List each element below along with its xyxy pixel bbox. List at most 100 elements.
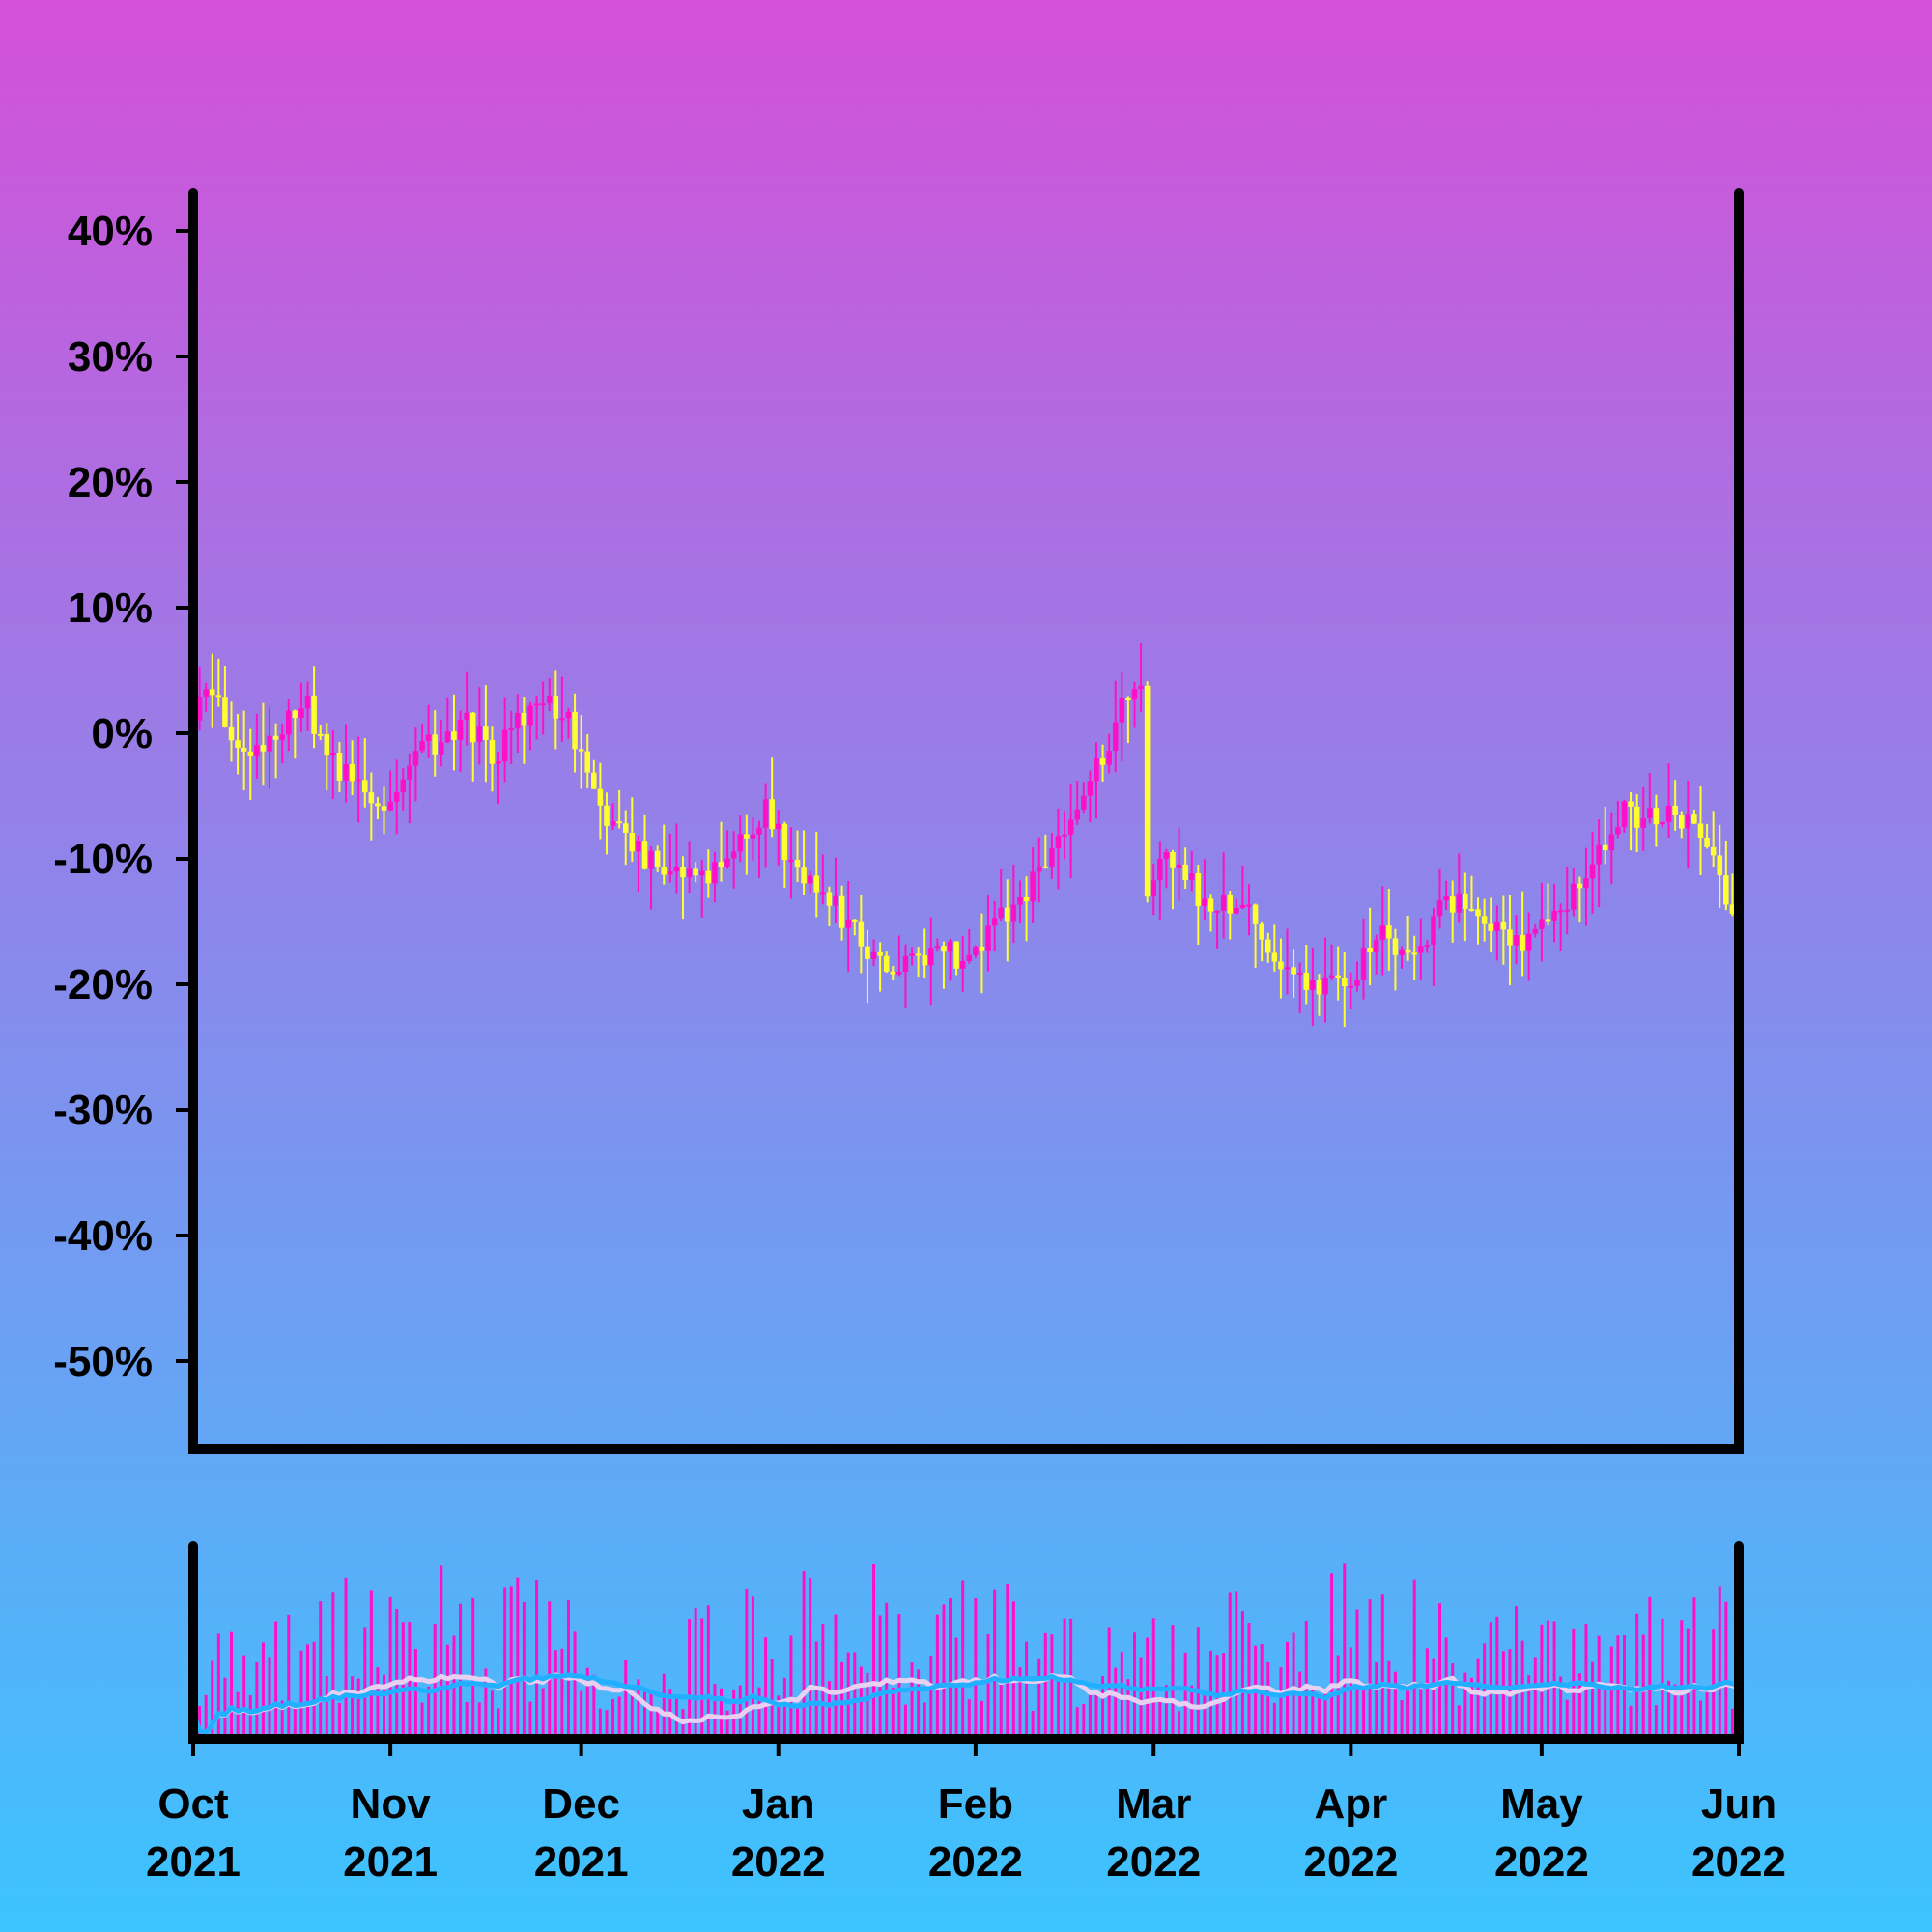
volume-bar <box>1476 1658 1480 1739</box>
candle-body <box>788 859 794 862</box>
volume-bar <box>223 1677 227 1739</box>
volume-bar <box>293 1705 297 1739</box>
candle-body <box>807 875 813 884</box>
volume-bar <box>573 1631 577 1739</box>
candle-body <box>260 745 267 752</box>
candle-body <box>1144 685 1151 897</box>
volume-bar <box>993 1589 997 1739</box>
candle-body <box>355 780 361 782</box>
candle-body <box>1449 896 1456 913</box>
volume-bar <box>420 1702 424 1739</box>
candle-body <box>845 919 851 928</box>
candle-body <box>1615 827 1621 835</box>
candle-body <box>1418 946 1424 953</box>
x-tick-month: Oct <box>157 1780 229 1828</box>
volume-bar <box>782 1677 786 1739</box>
candle-body <box>1322 977 1328 995</box>
candle-body <box>1520 935 1525 951</box>
candle-body <box>228 726 235 741</box>
volume-bar <box>897 1613 901 1739</box>
volume-bar <box>878 1615 882 1739</box>
volume-bar <box>1629 1705 1633 1739</box>
candle-body <box>451 731 457 740</box>
candle-body <box>1392 938 1399 955</box>
volume-bar <box>624 1660 628 1739</box>
candle-body <box>1640 818 1646 828</box>
candle-body <box>515 712 521 729</box>
volume-bar <box>738 1685 742 1739</box>
volume-bar <box>1546 1620 1549 1739</box>
volume-bar <box>910 1662 914 1739</box>
candle-body <box>457 719 464 740</box>
candle-body <box>820 892 826 895</box>
candle-body <box>1660 822 1665 825</box>
volume-bar <box>528 1701 532 1739</box>
candle-body <box>203 689 209 697</box>
candle-body <box>254 745 260 756</box>
candle-body <box>1342 978 1348 987</box>
candle-body <box>1252 904 1259 924</box>
candle-body <box>591 772 597 789</box>
volume-bar <box>1018 1667 1022 1739</box>
volume-bar <box>1247 1623 1251 1739</box>
volume-bar <box>1272 1702 1276 1739</box>
candle-body <box>1042 866 1049 868</box>
volume-bar <box>942 1604 946 1739</box>
candle-body <box>1360 948 1367 980</box>
candle-body <box>896 972 902 975</box>
volume-bar <box>1183 1652 1187 1739</box>
volume-bar <box>1438 1603 1442 1739</box>
candle-body <box>387 801 393 811</box>
candle-body <box>648 850 654 869</box>
candle-body <box>1119 697 1125 723</box>
volume-bar <box>1178 1711 1181 1739</box>
candle-body <box>196 696 203 721</box>
candle-body <box>286 710 292 735</box>
candle-body <box>865 946 870 960</box>
volume-bar <box>662 1673 666 1739</box>
volume-bar <box>1591 1661 1595 1739</box>
x-tick-month: Apr <box>1314 1780 1387 1828</box>
candle-body <box>1628 801 1634 807</box>
volume-bar <box>751 1596 754 1739</box>
candle-body <box>1202 898 1208 906</box>
volume-bar <box>1349 1647 1352 1739</box>
candle-body <box>272 735 279 740</box>
candle-body <box>1227 894 1234 914</box>
candle-body <box>1284 967 1291 970</box>
volume-bar <box>866 1672 869 1739</box>
volume-bar <box>770 1658 774 1739</box>
volume-bar <box>834 1614 838 1739</box>
candle-body <box>1296 972 1303 975</box>
candle-body <box>794 859 801 868</box>
volume-bar <box>954 1637 958 1739</box>
candle-body <box>432 734 438 755</box>
candle-body <box>1691 814 1697 824</box>
candle-body <box>744 834 750 839</box>
candle-body <box>1539 919 1545 929</box>
volume-bar <box>388 1596 392 1739</box>
candle-body <box>1424 945 1431 948</box>
candle-body <box>756 827 762 835</box>
candle-body <box>661 867 668 875</box>
candle-body <box>1271 952 1278 962</box>
volume-bar <box>522 1601 526 1739</box>
volume-bar <box>484 1668 488 1739</box>
volume-bar <box>1317 1695 1321 1739</box>
x-tick-year: 2021 <box>146 1838 241 1886</box>
volume-bar <box>1495 1616 1499 1739</box>
volume-bar <box>706 1605 710 1739</box>
volume-bar <box>961 1580 965 1739</box>
volume-bar <box>1304 1621 1308 1739</box>
volume-bar <box>1565 1699 1569 1739</box>
candle-body <box>877 951 883 956</box>
volume-bar <box>1336 1655 1340 1739</box>
volume-bar <box>1387 1660 1391 1739</box>
volume-bar <box>764 1637 768 1739</box>
volume-bar <box>1692 1597 1696 1739</box>
candle-body <box>1456 893 1463 913</box>
candle-body <box>279 734 285 740</box>
x-axis-ticks: Oct 2021 Nov 2021 Dec 2021 Jan 2022 Feb 2022 Mar 20… <box>146 1739 1786 1886</box>
volume-bar <box>1126 1679 1130 1739</box>
candle-body <box>979 946 985 951</box>
